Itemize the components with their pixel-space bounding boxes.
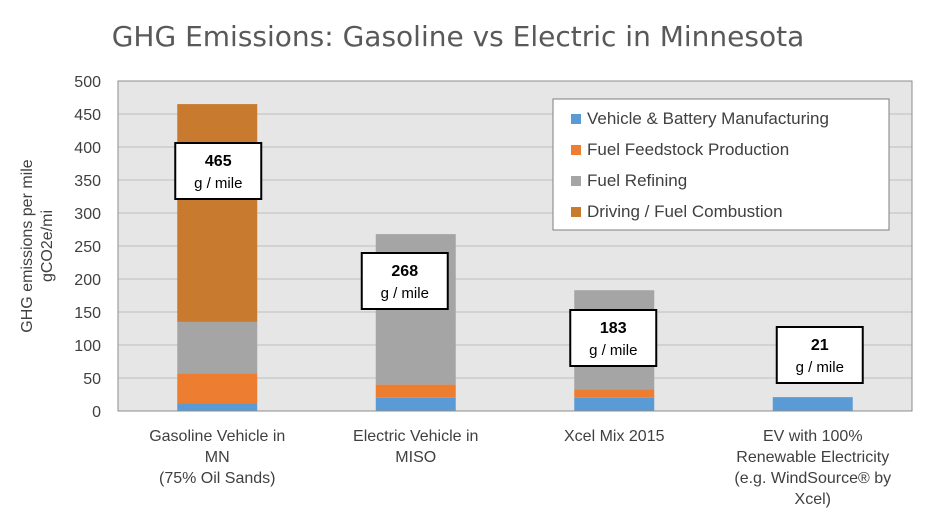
legend-swatch [571,176,581,186]
callout-unit: g / mile [194,175,242,192]
callout-value: 465 [205,153,232,170]
legend-label: Driving / Fuel Combustion [587,202,783,221]
y-tick-label: 500 [74,74,101,91]
bar-segment [375,384,456,398]
callout-unit: g / mile [381,285,429,302]
category-label: MN [205,449,230,466]
legend: Vehicle & Battery Manufacturing Fuel Feed… [552,98,890,231]
plot-frame [117,80,913,412]
legend-label: Fuel Refining [587,171,687,190]
y-tick-labels: 0 50 100 150 200 250 300 350 400 450 500 [74,74,101,421]
chart-title: GHG Emissions: Gasoline vs Electric in M… [112,20,805,53]
category-label: Gasoline Vehicle in [149,428,285,445]
bar-segment [574,397,655,411]
y-tick-label: 300 [74,206,101,223]
category-label: EV with 100% [763,428,863,445]
legend-label: Vehicle & Battery Manufacturing [587,109,829,128]
bar-segment [375,397,456,411]
y-tick-label: 0 [92,404,101,421]
bar-segment [574,389,655,398]
callout-box [775,326,864,384]
legend-swatch [571,207,581,217]
callout-unit: g / mile [796,359,844,376]
category-label: (75% Oil Sands) [159,470,276,487]
callout-box [360,252,449,310]
y-axis-label: GHG emissions per mile gCO2e/mi [19,159,56,332]
y-axis-label-line: gCO2e/mi [39,210,56,282]
category-labels: Gasoline Vehicle in MN (75% Oil Sands) Elec… [149,428,891,508]
y-tick-label: 100 [74,338,101,355]
y-tick-label: 200 [74,272,101,289]
category-label: Electric Vehicle in [353,428,478,445]
callout-box [174,142,263,200]
bar-segment [177,403,258,411]
y-tick-label: 250 [74,239,101,256]
y-tick-label: 400 [74,140,101,157]
category-label: MISO [395,449,436,466]
category-label: (e.g. WindSource® by [734,470,891,487]
callout-box [569,309,658,367]
callout-unit: g / mile [589,342,637,359]
legend-box [552,98,890,231]
callout-value: 183 [600,320,627,337]
value-callouts: 465 g / mile 268 g / mile 183 g / mile 21 g / m… [174,142,864,384]
legend-swatch [571,114,581,124]
category-label: Xcel) [795,491,831,508]
bar-segment [177,104,258,322]
callout-value: 21 [811,337,829,354]
legend-swatch [571,145,581,155]
y-tick-label: 50 [83,371,101,388]
y-tick-label: 150 [74,305,101,322]
y-tick-label: 450 [74,107,101,124]
category-label: Xcel Mix 2015 [564,428,665,445]
legend-label: Fuel Feedstock Production [587,140,789,159]
category-label: Renewable Electricity [736,449,889,466]
y-axis-label-line: GHG emissions per mile [19,159,36,332]
bar-segment [177,373,258,404]
bar-segment [772,397,853,411]
callout-value: 268 [391,263,418,280]
y-tick-label: 350 [74,173,101,190]
bar-segment [177,321,258,374]
